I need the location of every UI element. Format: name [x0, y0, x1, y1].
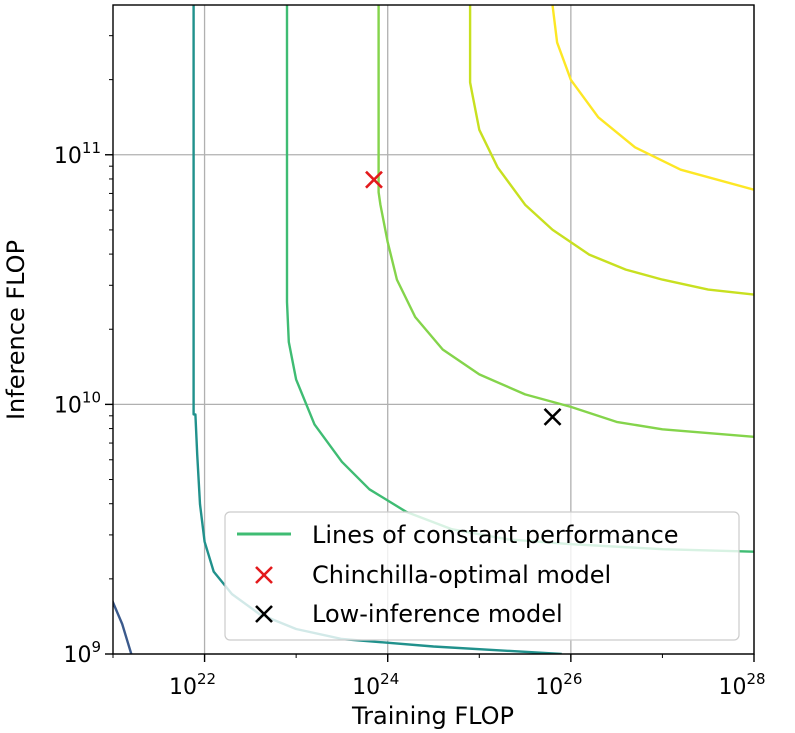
series-line-contour-3	[377, 5, 754, 438]
legend-box	[224, 511, 740, 641]
x-tick-label: 1028	[718, 670, 765, 700]
y-tick-label: 1010	[54, 388, 101, 418]
x-tick-label: 1022	[169, 670, 216, 700]
legend-x-icon	[255, 566, 273, 584]
legend-marker-chinchilla	[255, 566, 273, 584]
chinchilla-optimal-marker	[365, 170, 383, 189]
legend: Lines of constant performance Chinchilla…	[224, 511, 740, 641]
legend-label-constant-performance: Lines of constant performance	[312, 521, 679, 549]
markers	[365, 170, 562, 426]
x-tick-label: 1024	[352, 670, 399, 700]
low-inference-marker	[543, 407, 562, 426]
x-axis-label: Training FLOP	[351, 702, 514, 730]
series-line-contour-5	[551, 5, 754, 191]
y-tick-label: 109	[63, 638, 101, 668]
legend-label-low-inference: Low-inference model	[312, 600, 563, 628]
x-axis-ticks: 1022 1024 1026 1028	[112, 654, 766, 700]
legend-x-icon	[255, 605, 273, 623]
legend-marker-low-inference	[255, 605, 273, 623]
x-tick-label: 1026	[535, 670, 582, 700]
legend-label-chinchilla: Chinchilla-optimal model	[312, 561, 611, 589]
y-axis-label: Inference FLOP	[2, 240, 30, 420]
y-tick-label: 1011	[54, 139, 101, 169]
series-line-contour-0	[113, 599, 133, 654]
series-line-contour-4	[468, 5, 754, 296]
y-axis-ticks: 109 1010 1011	[54, 35, 113, 668]
